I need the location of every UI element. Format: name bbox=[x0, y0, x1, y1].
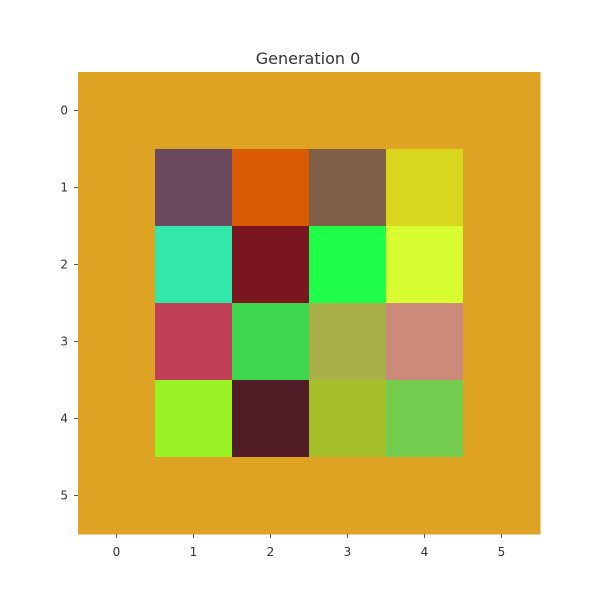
chart-title: Generation 0 bbox=[256, 49, 361, 68]
heatmap-cell-r1-c5 bbox=[463, 149, 541, 227]
heatmap-cell-r0-c4 bbox=[386, 72, 464, 150]
y-tick-label: 5 bbox=[60, 489, 68, 503]
y-tick-label: 0 bbox=[60, 104, 68, 118]
heatmap-cell-r4-c0 bbox=[78, 380, 156, 458]
heatmap-cell-r1-c1 bbox=[155, 149, 233, 227]
heatmap-cell-r0-c3 bbox=[309, 72, 387, 150]
heatmap-cell-r2-c2 bbox=[232, 226, 310, 304]
heatmap-cell-r2-c3 bbox=[309, 226, 387, 304]
heatmap-cell-r0-c2 bbox=[232, 72, 310, 150]
heatmap-cell-r2-c4 bbox=[386, 226, 464, 304]
heatmap-cell-r1-c2 bbox=[232, 149, 310, 227]
heatmap-cell-r0-c5 bbox=[463, 72, 541, 150]
heatmap-cell-r3-c5 bbox=[463, 303, 541, 381]
heatmap-cell-r5-c4 bbox=[386, 457, 464, 535]
heatmap-cell-r5-c5 bbox=[463, 457, 541, 535]
heatmap-cell-r5-c1 bbox=[155, 457, 233, 535]
x-tick-label: 3 bbox=[344, 545, 352, 559]
heatmap-cell-r3-c1 bbox=[155, 303, 233, 381]
y-tick-label: 2 bbox=[60, 258, 68, 272]
y-tick-label: 1 bbox=[60, 181, 68, 195]
x-tick-label: 1 bbox=[190, 545, 198, 559]
heatmap-cell-r0-c0 bbox=[78, 72, 156, 150]
y-tick-label: 3 bbox=[60, 335, 68, 349]
x-tick-label: 4 bbox=[421, 545, 429, 559]
heatmap-cell-r2-c5 bbox=[463, 226, 541, 304]
heatmap-cell-r2-c1 bbox=[155, 226, 233, 304]
y-tick-label: 4 bbox=[60, 412, 68, 426]
heatmap-cell-r5-c3 bbox=[309, 457, 387, 535]
heatmap-cell-r3-c2 bbox=[232, 303, 310, 381]
heatmap-cell-r5-c0 bbox=[78, 457, 156, 535]
x-tick-label: 2 bbox=[267, 545, 275, 559]
heatmap-cell-r4-c2 bbox=[232, 380, 310, 458]
y-axis: 0 1 2 3 4 5 bbox=[60, 104, 78, 503]
heatmap-cell-r1-c3 bbox=[309, 149, 387, 227]
heatmap-cell-r3-c4 bbox=[386, 303, 464, 381]
heatmap-cell-r4-c3 bbox=[309, 380, 387, 458]
heatmap-cell-r3-c0 bbox=[78, 303, 156, 381]
heatmap-cell-r0-c1 bbox=[155, 72, 233, 150]
heatmap-cell-r4-c5 bbox=[463, 380, 541, 458]
heatmap-cells bbox=[78, 72, 541, 535]
x-axis: 0 1 2 3 4 5 bbox=[113, 534, 506, 559]
x-tick-label: 0 bbox=[113, 545, 121, 559]
heatmap-cell-r4-c4 bbox=[386, 380, 464, 458]
x-tick-label: 5 bbox=[498, 545, 506, 559]
heatmap-cell-r1-c0 bbox=[78, 149, 156, 227]
heatmap-cell-r5-c2 bbox=[232, 457, 310, 535]
heatmap-cell-r4-c1 bbox=[155, 380, 233, 458]
heatmap-cell-r3-c3 bbox=[309, 303, 387, 381]
heatmap-cell-r1-c4 bbox=[386, 149, 464, 227]
heatmap-cell-r2-c0 bbox=[78, 226, 156, 304]
